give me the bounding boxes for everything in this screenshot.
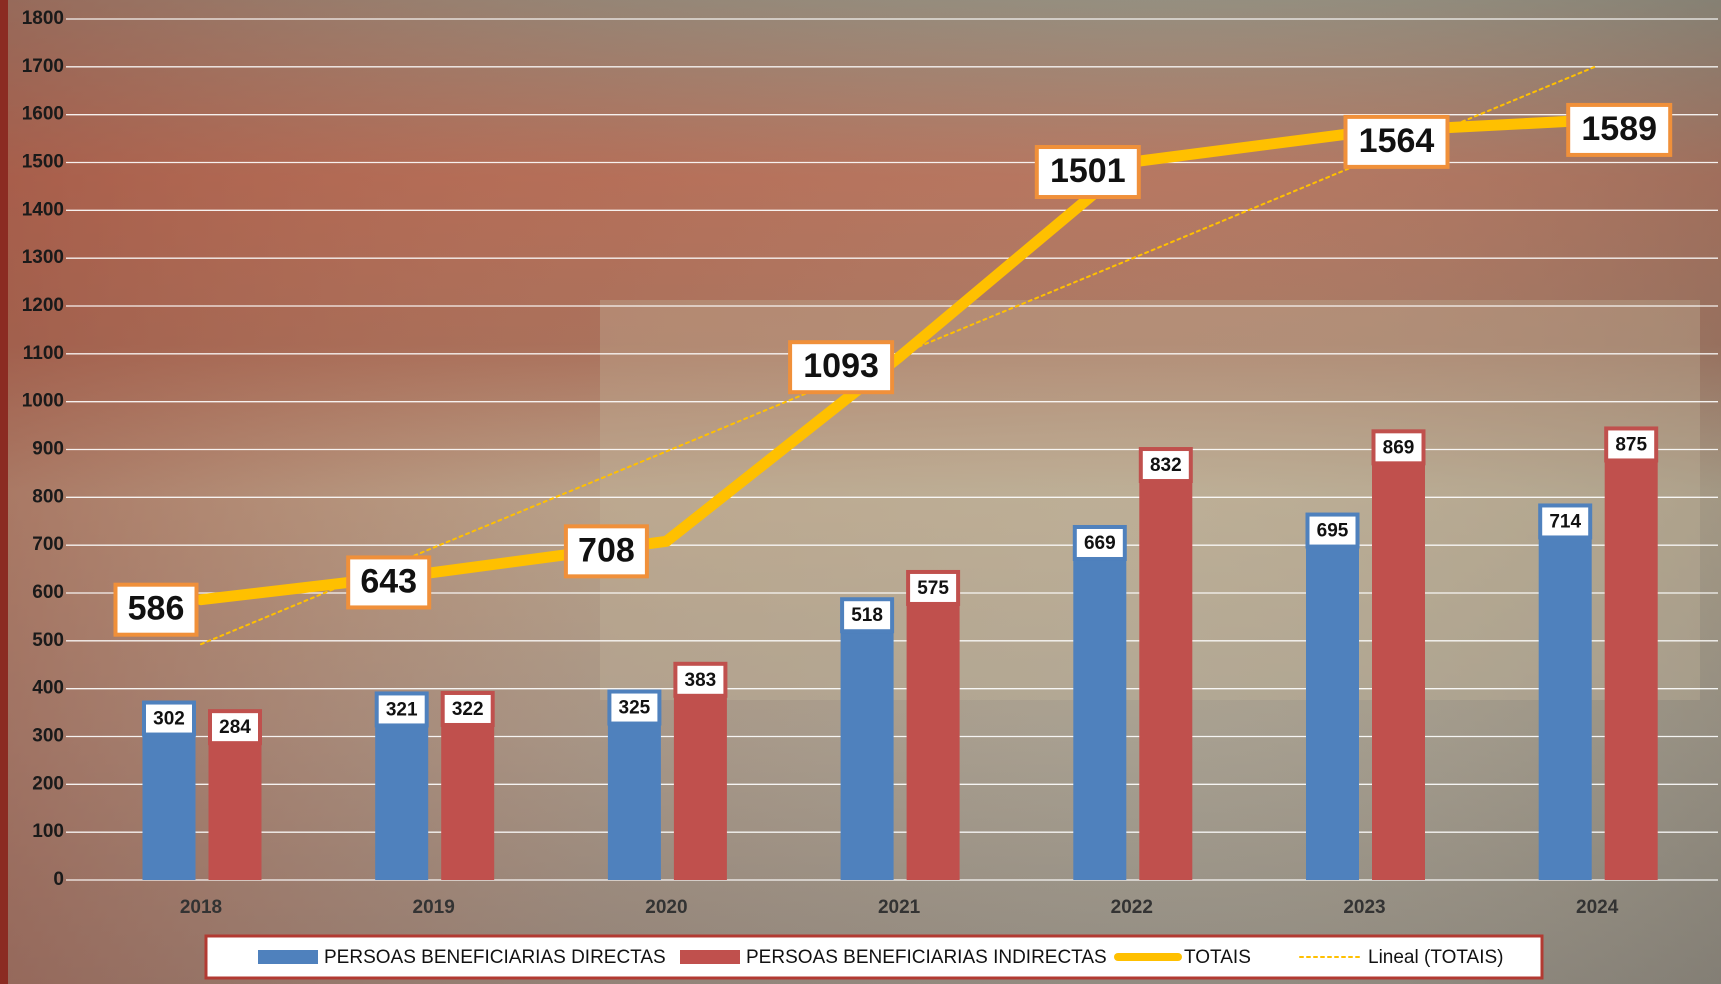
y-tick-label: 1600 [22,104,64,125]
value-label: 695 [1317,521,1349,542]
bar [674,697,727,880]
y-tick-label: 1700 [22,56,64,77]
bar [441,726,494,880]
y-tick-label: 1500 [22,152,64,173]
y-tick-label: 1100 [23,343,64,364]
legend-label: PERSOAS BENEFICIARIAS INDIRECTAS [746,947,1107,968]
value-label: 383 [685,670,717,691]
y-tick-label: 800 [32,486,64,507]
value-label: 832 [1150,455,1182,476]
y-tick-label: 500 [32,630,64,651]
x-tick-label: 2023 [1343,897,1385,918]
value-label: 714 [1549,511,1581,532]
bar [1306,548,1359,880]
value-label: 575 [917,578,949,599]
bar [209,744,262,880]
y-tick-label: 0 [53,869,64,890]
y-tick-label: 900 [32,439,64,460]
y-tick-label: 300 [32,726,64,747]
legend-label: Lineal (TOTAIS) [1368,947,1504,968]
value-label: 322 [452,699,484,720]
value-label: 586 [128,590,185,628]
value-label: 669 [1084,533,1116,554]
y-tick-label: 700 [32,534,64,555]
legend-swatch [680,950,740,964]
y-tick-label: 1400 [22,199,64,220]
bar [907,605,960,880]
value-label: 643 [360,562,417,600]
value-label: 325 [619,698,651,719]
bar [1539,538,1592,880]
x-tick-label: 2022 [1111,897,1153,918]
legend-label: PERSOAS BENEFICIARIAS DIRECTAS [324,947,666,968]
legend-swatch [258,950,318,964]
y-tick-label: 200 [32,773,64,794]
edge-strip [0,0,8,984]
value-label: 708 [578,531,635,569]
bar [841,632,894,880]
y-tick-label: 1200 [22,295,64,316]
x-tick-label: 2018 [180,897,222,918]
bar [375,726,428,880]
legend-label: TOTAIS [1184,947,1251,968]
value-label: 518 [851,605,883,626]
value-label: 321 [386,699,418,720]
value-label: 875 [1615,434,1647,455]
bar [1139,482,1192,880]
bar [1372,464,1425,880]
value-label: 1501 [1050,152,1126,190]
x-tick-label: 2020 [645,897,687,918]
y-tick-label: 1300 [22,247,64,268]
y-tick-label: 400 [32,678,64,699]
bar [608,725,661,880]
bar [1073,560,1126,880]
value-label: 1564 [1359,122,1435,160]
x-tick-label: 2019 [413,897,455,918]
value-label: 1589 [1581,110,1657,148]
legend: PERSOAS BENEFICIARIAS DIRECTAS PERSOAS BE… [206,936,1542,978]
value-label: 869 [1383,437,1415,458]
bar [1605,461,1658,880]
value-label: 1093 [803,347,879,385]
chart: 0 100 200 300 400 500 600 700 800 900 1000 1100 1200… [0,0,1721,984]
y-tick-label: 1000 [22,391,64,412]
bar [143,736,196,880]
value-label: 302 [153,709,185,730]
y-tick-label: 600 [32,582,64,603]
x-tick-label: 2021 [878,897,921,918]
x-tick-label: 2024 [1576,897,1619,918]
y-tick-label: 1800 [22,8,64,29]
value-label: 284 [219,717,251,738]
y-tick-label: 100 [32,821,64,842]
